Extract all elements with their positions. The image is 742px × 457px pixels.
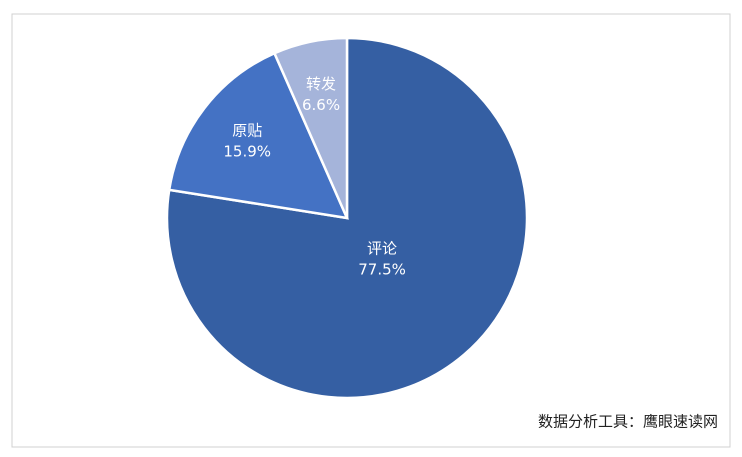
slice-label: 转发 bbox=[306, 75, 336, 93]
pie-slice bbox=[167, 51, 350, 220]
slice-label: 评论 bbox=[367, 240, 397, 258]
source-note: 数据分析工具：鹰眼速读网 bbox=[538, 413, 718, 431]
pie-slice bbox=[272, 36, 349, 219]
value-label: 15.9% bbox=[223, 143, 271, 161]
slice-label: 原贴 bbox=[232, 122, 262, 140]
value-label: 77.5% bbox=[358, 261, 406, 279]
value-label: 6.6% bbox=[302, 96, 340, 114]
